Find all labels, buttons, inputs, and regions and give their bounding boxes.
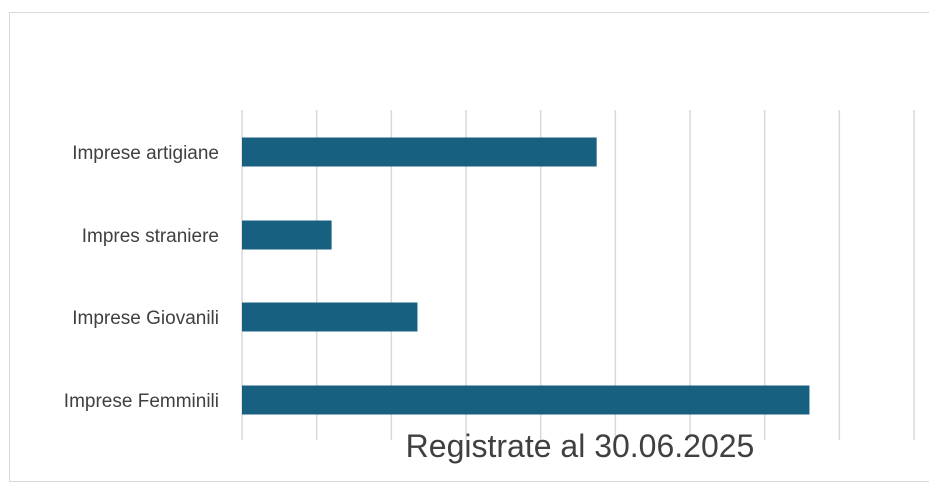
bar bbox=[242, 302, 418, 332]
bar bbox=[242, 220, 332, 250]
category-label: Impres straniere bbox=[82, 226, 219, 247]
bar bbox=[242, 137, 597, 167]
bar-chart: Impresе artigiane Impres straniere Imprese… bbox=[64, 110, 915, 464]
category-label: Imprese Giovanili bbox=[72, 308, 219, 329]
category-labels: Impresе artigiane Impres straniere Imprese… bbox=[64, 143, 219, 412]
bars bbox=[242, 137, 810, 415]
x-axis-title: Registrate al 30.06.2025 bbox=[406, 428, 755, 464]
category-label: Imprese Femminili bbox=[64, 391, 219, 412]
category-label: Impresе artigiane bbox=[72, 143, 219, 164]
bar bbox=[242, 385, 810, 415]
